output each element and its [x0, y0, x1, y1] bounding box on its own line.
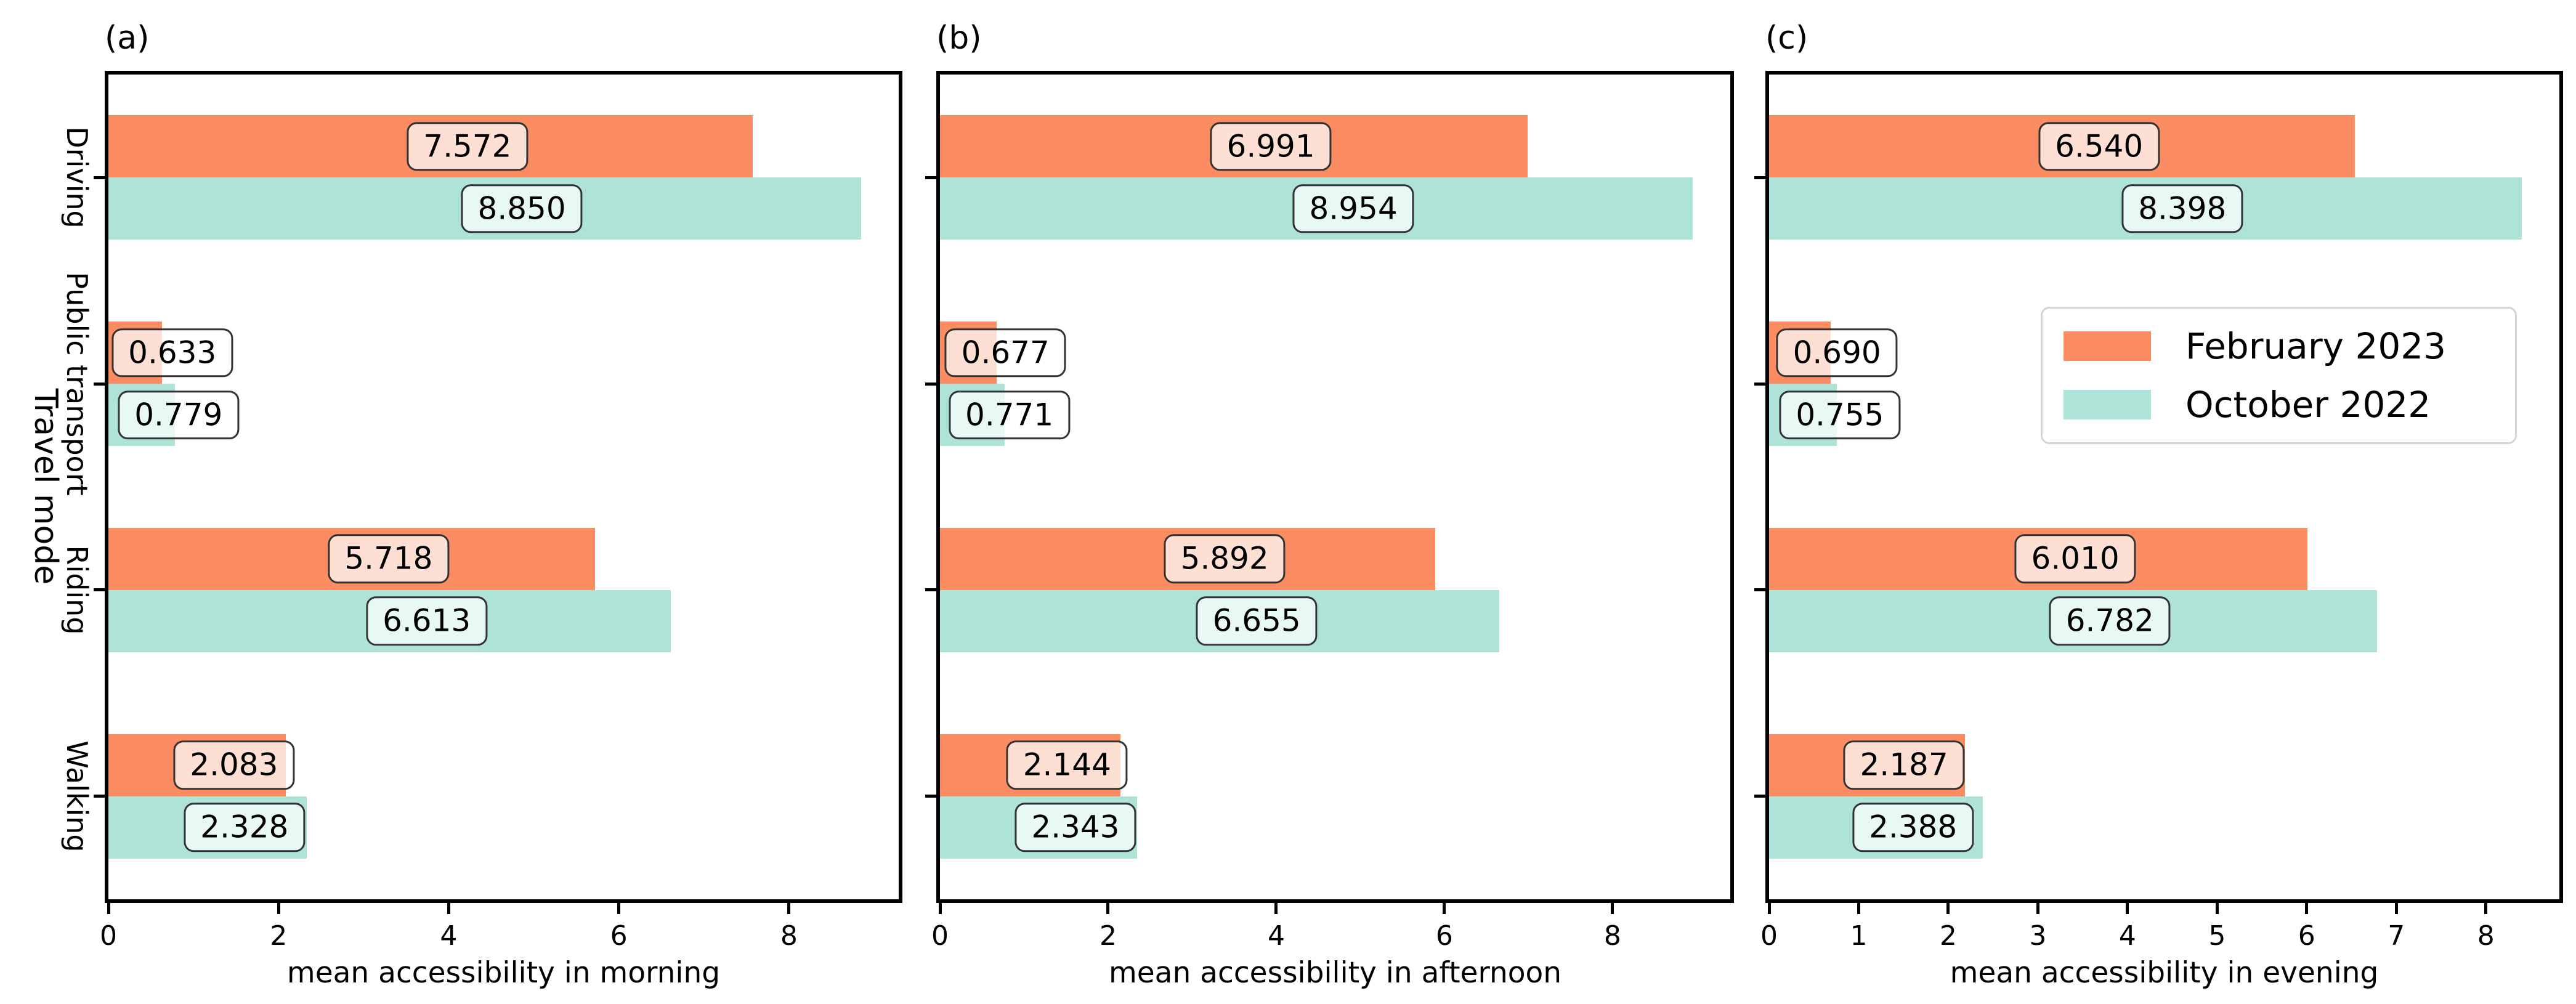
bar-value-label: 8.850 [461, 184, 583, 233]
bar-value-label: 6.010 [2014, 534, 2136, 584]
legend-swatch-february-2023 [2064, 331, 2151, 361]
x-tick-label: 4 [440, 920, 458, 952]
bar-value-label: 0.771 [949, 390, 1071, 440]
x-tick-label: 0 [931, 920, 949, 952]
y-axis-title: Travel mode [27, 388, 64, 585]
bar-value-label: 8.954 [1292, 184, 1414, 233]
panel-b-x-axis-label: mean accessibility in afternoon [1108, 956, 1562, 990]
bar-value-label: 6.655 [1196, 596, 1318, 646]
x-tick-label: 4 [1267, 920, 1285, 952]
y-axis-tick [94, 588, 105, 592]
y-axis-tick [94, 795, 105, 798]
bar-value-label: 5.718 [328, 534, 450, 584]
bar-value-label: 6.613 [366, 596, 488, 646]
legend: February 2023 October 2022 [2041, 307, 2517, 444]
x-tick-label: 0 [1760, 920, 1778, 952]
y-axis-tick [925, 382, 936, 386]
legend-label: February 2023 [2185, 325, 2447, 367]
x-axis-tick [1857, 903, 1860, 914]
panel-b-letter: (b) [936, 20, 982, 57]
legend-row: October 2022 [2064, 384, 2515, 426]
x-tick-label: 7 [2388, 920, 2405, 952]
x-axis-tick [1946, 903, 1950, 914]
y-axis-tick [1754, 795, 1765, 798]
x-axis-tick [1443, 903, 1446, 914]
x-axis-tick [1611, 903, 1614, 914]
x-tick-label: 5 [2208, 920, 2226, 952]
x-tick-label: 2 [270, 920, 288, 952]
legend-swatch-october-2022 [2064, 390, 2151, 419]
x-axis-tick [2215, 903, 2219, 914]
x-axis-tick [1767, 903, 1771, 914]
y-axis-tick [925, 588, 936, 592]
x-axis-tick [2036, 903, 2039, 914]
x-tick-label: 3 [2029, 920, 2047, 952]
x-axis-tick [1106, 903, 1110, 914]
x-tick-label: 8 [2477, 920, 2495, 952]
x-axis-tick [787, 903, 791, 914]
bar-value-label: 6.991 [1210, 122, 1332, 171]
y-tick-label-public-transport: Public transport [60, 272, 94, 496]
x-tick-label: 8 [780, 920, 798, 952]
bar-value-label: 2.343 [1015, 803, 1136, 852]
panel-c-letter: (c) [1765, 20, 1808, 57]
x-tick-label: 2 [1099, 920, 1117, 952]
bar-value-label: 5.892 [1164, 534, 1286, 584]
bar-value-label: 2.144 [1006, 740, 1128, 790]
y-tick-label-driving: Driving [60, 126, 94, 229]
x-axis-tick [2484, 903, 2488, 914]
bar-value-label: 7.572 [407, 122, 529, 171]
bar-value-label: 2.187 [1843, 740, 1965, 790]
y-tick-label-walking: Walking [60, 740, 94, 852]
panel-a-letter: (a) [105, 20, 150, 57]
x-axis-tick [938, 903, 942, 914]
y-tick-label-riding: Riding [60, 545, 94, 635]
bar-value-label: 8.398 [2121, 184, 2243, 233]
y-axis-tick [925, 795, 936, 798]
legend-label: October 2022 [2185, 384, 2431, 426]
bar-value-label: 6.540 [2038, 122, 2160, 171]
bar-value-label: 0.633 [111, 328, 233, 378]
x-axis-tick [447, 903, 450, 914]
x-tick-label: 6 [1435, 920, 1453, 952]
panel-c-plot-area: 6.540 8.398 0.690 0.755 6.010 6.782 2.187 2.388 [1754, 71, 2563, 914]
bar-value-label: 0.677 [944, 328, 1066, 378]
x-tick-label: 1 [1850, 920, 1868, 952]
bar-value-label: 6.782 [2049, 596, 2171, 646]
x-axis-tick [107, 903, 110, 914]
bar-value-label: 0.779 [118, 390, 240, 440]
y-axis-tick [1754, 382, 1765, 386]
x-tick-label: 4 [2118, 920, 2136, 952]
x-tick-label: 6 [610, 920, 628, 952]
panel-a-plot-area: 7.572 8.850 Driving 0.633 0.779 Public transp… [60, 71, 902, 914]
x-axis-tick [2126, 903, 2129, 914]
y-axis-tick [925, 176, 936, 179]
x-axis-tick [277, 903, 280, 914]
x-tick-label: 2 [1939, 920, 1957, 952]
x-axis-tick [2394, 903, 2398, 914]
x-axis-tick [2305, 903, 2309, 914]
bar-value-label: 2.388 [1852, 803, 1974, 852]
y-axis-tick [94, 382, 105, 386]
bar-value-label: 0.690 [1776, 328, 1898, 378]
legend-row: February 2023 [2064, 325, 2515, 367]
panel-c-x-axis-label: mean accessibility in evening [1950, 956, 2379, 990]
x-tick-label: 6 [2298, 920, 2315, 952]
bar-value-label: 0.755 [1779, 390, 1901, 440]
x-axis-tick [1274, 903, 1278, 914]
panel-b-plot-area: 6.991 8.954 0.677 0.771 5.892 6.655 2.144 2.343 [925, 71, 1734, 914]
x-tick-label: 0 [100, 920, 117, 952]
x-axis-tick [617, 903, 621, 914]
bar-value-label: 2.083 [173, 740, 295, 790]
y-axis-tick [94, 176, 105, 179]
y-axis-tick [1754, 588, 1765, 592]
y-axis-tick [1754, 176, 1765, 179]
x-tick-label: 8 [1603, 920, 1621, 952]
bar-value-label: 2.328 [184, 803, 306, 852]
panel-a-x-axis-label: mean accessibility in morning [286, 956, 721, 990]
